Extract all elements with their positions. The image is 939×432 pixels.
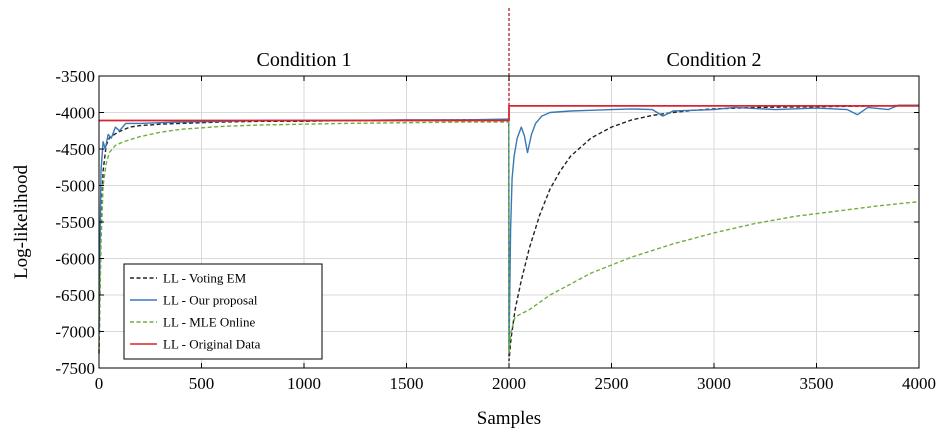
x-tick-label: 2500 <box>595 374 629 393</box>
x-tick-label: 1500 <box>390 374 424 393</box>
y-tick-label: -4500 <box>55 140 95 159</box>
y-tick-label: -7500 <box>55 359 95 378</box>
plot-frame <box>98 75 920 369</box>
series-line <box>99 105 919 122</box>
series-line <box>98 121 920 355</box>
series-line <box>98 104 919 355</box>
tick-labels: 0 500 1000 1500 2000 2500 3000 3500 4000 -3500 -40… <box>55 67 936 393</box>
y-axis-title: Log-likelihood <box>11 165 32 279</box>
y-tick-label: -5500 <box>55 213 95 232</box>
y-tick-label: -3500 <box>55 67 95 86</box>
x-tick-label: 500 <box>189 374 215 393</box>
series-lines <box>98 8 920 362</box>
x-tick-label: 1000 <box>287 374 321 393</box>
y-tick-label: -5000 <box>55 177 95 196</box>
condition-label: Condition 1 <box>256 49 351 71</box>
x-tick-label: 2000 <box>492 374 526 393</box>
y-tick-label: -6500 <box>55 286 95 305</box>
legend-label: LL - Voting EM <box>163 271 247 286</box>
x-tick-label: 0 <box>95 374 104 393</box>
legend-label: LL - Our proposal <box>163 293 258 308</box>
y-tick-label: -6000 <box>55 250 95 269</box>
legend-box <box>123 263 323 360</box>
x-tick-label: 3000 <box>697 374 731 393</box>
y-tick-label: -4000 <box>55 104 95 123</box>
condition-label: Condition 2 <box>666 49 761 71</box>
condition-annotations: Condition 1 Condition 2 <box>256 49 761 71</box>
x-axis-title: Samples <box>477 408 541 429</box>
y-tick-label: -7000 <box>55 323 95 342</box>
legend-label: LL - Original Data <box>163 337 261 352</box>
legend-label: LL - MLE Online <box>163 315 256 330</box>
x-tick-label: 3500 <box>800 374 834 393</box>
legend: LL - Voting EM LL - Our proposal LL - MLE … <box>123 263 323 360</box>
x-tick-label: 4000 <box>902 374 936 393</box>
